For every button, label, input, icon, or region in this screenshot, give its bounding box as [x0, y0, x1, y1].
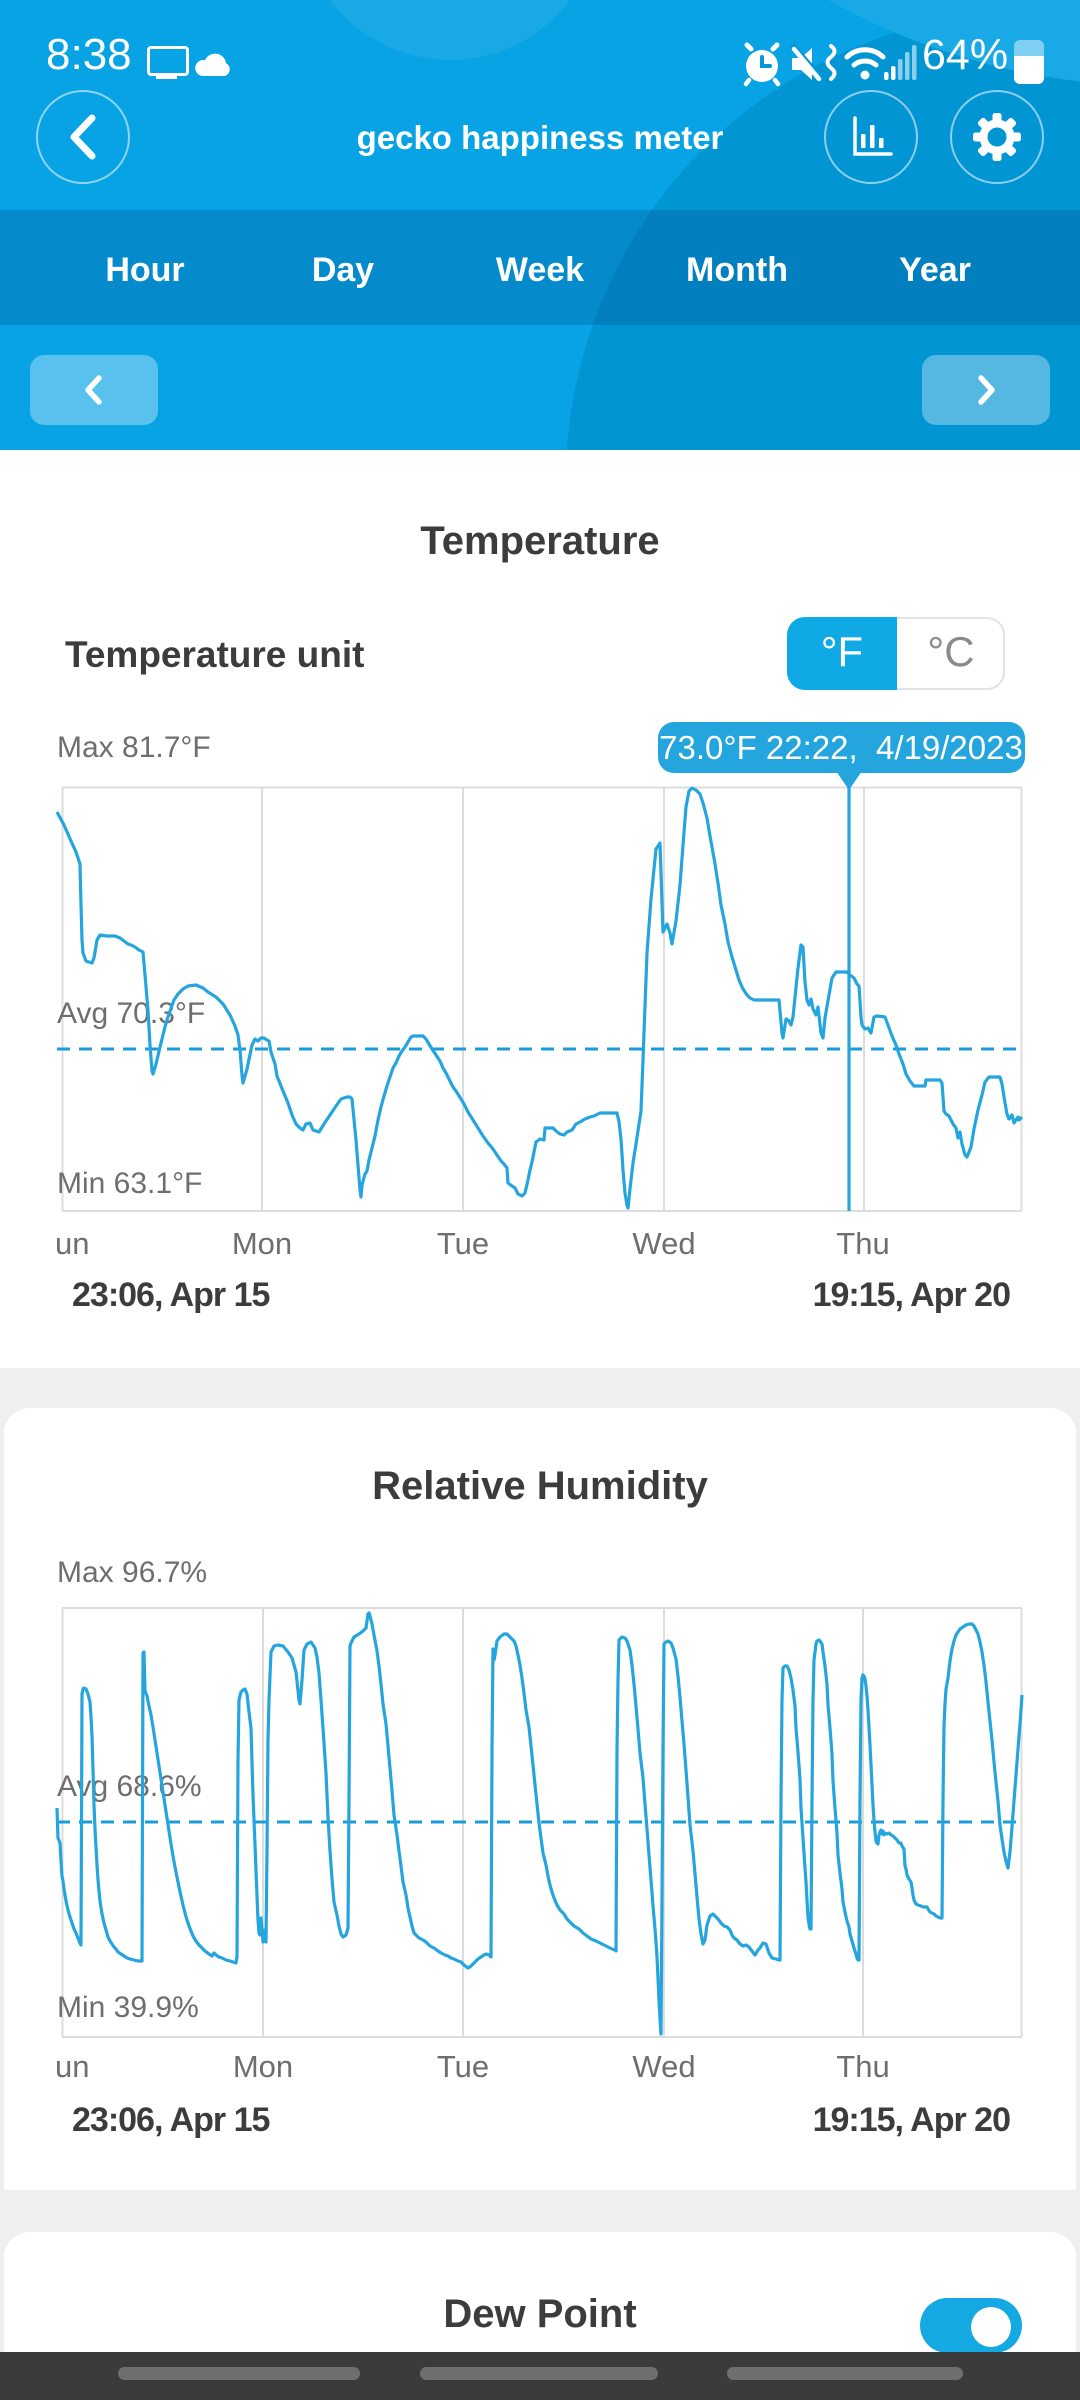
svg-text:Mon: Mon: [232, 1226, 292, 1261]
svg-text:73.0°F 22:22, 4/19/2023: 73.0°F 22:22, 4/19/2023: [659, 729, 1023, 766]
svg-text:19:15, Apr 20: 19:15, Apr 20: [813, 2101, 1010, 2139]
svg-text:23:06, Apr 15: 23:06, Apr 15: [72, 2101, 269, 2139]
svg-text:Min 39.9%: Min 39.9%: [57, 1991, 199, 2024]
svg-text:Tue: Tue: [437, 1226, 489, 1261]
svg-text:Max 96.7%: Max 96.7%: [57, 1556, 207, 1589]
svg-text:Tue: Tue: [437, 2049, 489, 2084]
svg-text:Avg 70.3°F: Avg 70.3°F: [57, 997, 205, 1030]
svg-text:Thu: Thu: [836, 2049, 889, 2084]
svg-text:Min 63.1°F: Min 63.1°F: [57, 1167, 202, 1200]
svg-text:Wed: Wed: [632, 1226, 695, 1261]
svg-text:un: un: [55, 1226, 89, 1261]
svg-text:Max 81.7°F: Max 81.7°F: [57, 731, 211, 764]
svg-text:Thu: Thu: [836, 1226, 889, 1261]
svg-text:19:15, Apr 20: 19:15, Apr 20: [813, 1276, 1010, 1314]
svg-text:Wed: Wed: [632, 2049, 695, 2084]
svg-text:Mon: Mon: [233, 2049, 293, 2084]
svg-text:23:06, Apr 15: 23:06, Apr 15: [72, 1276, 269, 1314]
svg-text:Avg 68.6%: Avg 68.6%: [57, 1770, 202, 1803]
svg-text:un: un: [55, 2049, 89, 2084]
